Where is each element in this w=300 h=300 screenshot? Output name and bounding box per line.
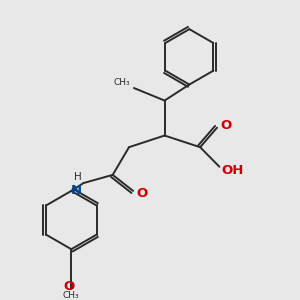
- Text: CH₃: CH₃: [63, 291, 80, 300]
- Text: OH: OH: [222, 164, 244, 177]
- Text: H: H: [74, 172, 82, 182]
- Text: N: N: [71, 184, 82, 197]
- Text: O: O: [220, 119, 232, 132]
- Text: O: O: [136, 187, 148, 200]
- Text: CH₃: CH₃: [114, 78, 130, 87]
- Text: O: O: [63, 280, 75, 293]
